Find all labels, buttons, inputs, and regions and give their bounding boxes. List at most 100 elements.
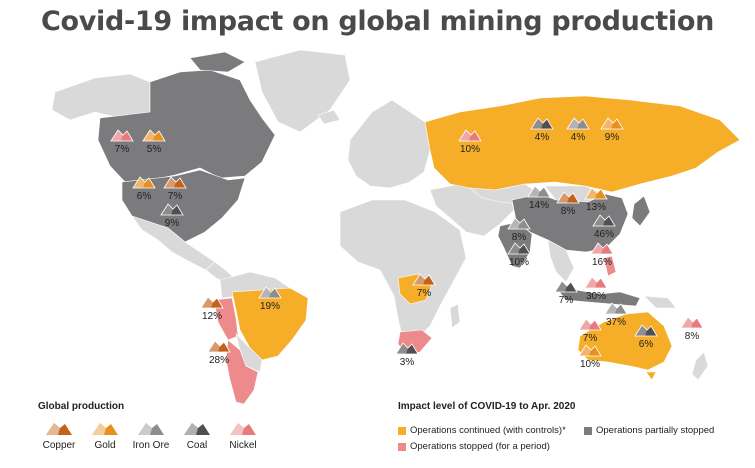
pile-highlight xyxy=(579,319,591,330)
copper-pile-icon xyxy=(163,176,187,189)
impact-legend-continued: Operations continued (with controls)* xyxy=(398,425,566,436)
pile-highlight xyxy=(579,345,591,356)
nickel-pile-icon xyxy=(458,129,482,142)
marker-australia-gold: 10% xyxy=(578,344,602,370)
pile-highlight xyxy=(605,303,617,314)
coal-pile-icon xyxy=(507,242,531,255)
pile-highlight xyxy=(111,130,123,141)
region-png[interactable] xyxy=(643,295,677,309)
production-markers: 7% 5% 6% 7% 9% 12% 19% 28% 7% 3% 10% 4% 4% 9% 14% 8% 13%… xyxy=(110,117,704,370)
region-europe[interactable] xyxy=(347,99,431,189)
iron-ore-pile-icon xyxy=(258,286,282,299)
marker-share-label: 6% xyxy=(639,339,654,350)
marker-share-label: 7% xyxy=(168,191,183,202)
marker-australia-nickel: 7% xyxy=(578,318,602,344)
region-madagascar[interactable] xyxy=(449,303,461,329)
marker-russia-gold: 9% xyxy=(600,117,624,143)
marker-share-label: 9% xyxy=(165,218,180,229)
marker-usa-copper: 7% xyxy=(163,176,187,202)
iron-ore-pile-icon xyxy=(604,302,628,315)
legend-nickel-label: Nickel xyxy=(229,440,257,451)
coal-pile-icon xyxy=(554,280,578,293)
nickel-pile-icon xyxy=(578,318,602,331)
marker-share-label: 8% xyxy=(685,331,700,342)
region-arctic-islands[interactable] xyxy=(189,51,246,73)
gold-pile-icon xyxy=(92,423,118,435)
pile-highlight xyxy=(635,325,647,336)
marker-indonesia-nickel: 30% xyxy=(584,276,608,302)
coal-pile-icon xyxy=(184,423,210,435)
marker-share-label: 37% xyxy=(606,317,626,328)
marker-share-label: 13% xyxy=(586,202,606,213)
marker-share-label: 16% xyxy=(592,257,612,268)
marker-share-label: 7% xyxy=(115,144,130,155)
marker-share-label: 9% xyxy=(605,132,620,143)
partial-label: Operations partially stopped xyxy=(596,425,715,436)
region-southeast-asia[interactable] xyxy=(547,239,575,283)
marker-share-label: 4% xyxy=(571,132,586,143)
region-alaska[interactable] xyxy=(51,73,151,121)
pile-highlight xyxy=(585,188,597,199)
marker-share-label: 10% xyxy=(509,257,529,268)
pile-highlight xyxy=(555,281,567,292)
pile-highlight xyxy=(164,177,176,188)
legend-coal-label: Coal xyxy=(186,440,208,451)
impact-legend-stopped: Operations stopped (for a period) xyxy=(398,441,550,452)
marker-south-africa-coal: 3% xyxy=(395,342,419,368)
region-greenland[interactable] xyxy=(254,49,351,133)
nickel-pile-icon xyxy=(584,276,608,289)
marker-share-label: 8% xyxy=(561,206,576,217)
legend-copper-label: Copper xyxy=(42,440,76,451)
legend-gold-label: Gold xyxy=(94,440,116,451)
coal-pile-icon xyxy=(395,342,419,355)
marker-usa-gold: 6% xyxy=(132,176,156,202)
copper-pile-icon xyxy=(46,423,72,435)
marker-chile-copper: 28% xyxy=(207,340,231,366)
region-japan[interactable] xyxy=(631,195,651,227)
marker-australia-coal: 6% xyxy=(634,324,658,350)
gold-pile-icon xyxy=(584,187,608,200)
region-philippines[interactable] xyxy=(603,255,617,277)
marker-canada-gold: 5% xyxy=(142,129,166,155)
marker-china-coal: 46% xyxy=(592,214,616,240)
marker-share-label: 28% xyxy=(209,355,229,366)
marker-indonesia-coal: 7% xyxy=(554,280,578,306)
pile-highlight xyxy=(201,297,213,308)
region-africa[interactable] xyxy=(339,199,467,337)
copper-pile-icon xyxy=(200,296,224,309)
legend-gold: Gold xyxy=(82,420,128,451)
region-new-zealand[interactable] xyxy=(691,351,709,381)
marker-peru-copper: 12% xyxy=(200,296,224,322)
pile-highlight xyxy=(396,343,408,354)
continents xyxy=(51,49,741,405)
region-iceland[interactable] xyxy=(317,109,341,125)
legend-copper: Copper xyxy=(36,420,82,451)
copper-pile-icon xyxy=(207,340,231,353)
marker-share-label: 8% xyxy=(512,232,527,243)
marker-share-label: 7% xyxy=(583,333,598,344)
continued-swatch xyxy=(398,426,406,435)
marker-canada-nickel: 7% xyxy=(110,129,134,155)
region-indonesia[interactable] xyxy=(555,287,641,307)
marker-china-iron-ore: 14% xyxy=(527,185,551,211)
region-tasmania[interactable] xyxy=(645,371,657,381)
region-chile-argentina[interactable] xyxy=(225,339,259,405)
region-russia[interactable] xyxy=(424,95,741,193)
marker-share-label: 7% xyxy=(559,295,574,306)
marker-share-label: 3% xyxy=(400,357,415,368)
region-brazil[interactable] xyxy=(231,287,309,361)
marker-russia-nickel: 10% xyxy=(458,129,482,155)
iron-ore-pile-icon xyxy=(527,185,551,198)
pile-highlight xyxy=(567,118,579,129)
iron-ore-pile-icon xyxy=(138,423,164,435)
pile-highlight xyxy=(508,243,520,254)
marker-share-label: 46% xyxy=(594,229,614,240)
gold-pile-icon xyxy=(600,117,624,130)
marker-philippines-nickel: 16% xyxy=(590,242,614,268)
pile-highlight xyxy=(133,177,145,188)
marker-share-label: 30% xyxy=(586,291,606,302)
marker-china-gold: 13% xyxy=(584,187,608,213)
marker-usa-coal: 9% xyxy=(160,203,184,229)
pile-highlight xyxy=(508,218,520,229)
legend-coal: Coal xyxy=(174,420,220,451)
